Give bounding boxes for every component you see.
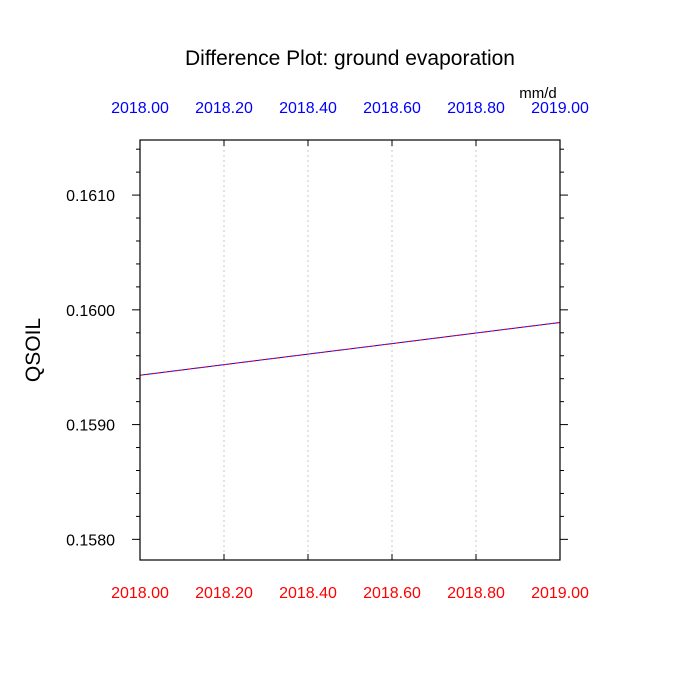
- y-tick-label: 0.1590: [66, 418, 115, 435]
- x-tick-label-top: 2018.20: [195, 100, 253, 117]
- x-tick-label-bottom: 2018.40: [279, 585, 337, 602]
- units-label: mm/d: [519, 85, 557, 102]
- x-tick-label-bottom: 2018.80: [447, 585, 505, 602]
- x-tick-label-top: 2019.00: [531, 100, 589, 117]
- plot-frame: [139, 139, 561, 561]
- y-tick-label: 0.1600: [66, 303, 115, 320]
- axes: 2018.00 2018.00 2018.20 2018.20 2018.40 2018.…: [66, 100, 589, 602]
- y-tick-label: 0.1580: [66, 532, 115, 549]
- x-grid-lines: [223, 140, 477, 560]
- y-axis-label: QSOIL: [22, 318, 45, 382]
- x-tick-label-bottom: 2019.00: [531, 585, 589, 602]
- x-tick-label-top: 2018.80: [447, 100, 505, 117]
- x-tick-label-bottom: 2018.00: [111, 585, 169, 602]
- x-tick-label-top: 2018.00: [111, 100, 169, 117]
- x-tick-label-bottom: 2018.20: [195, 585, 253, 602]
- x-tick-label-bottom: 2018.60: [363, 585, 421, 602]
- x-tick-label-top: 2018.60: [363, 100, 421, 117]
- y-tick-label: 0.1610: [66, 188, 115, 205]
- chart-title: Difference Plot: ground evaporation: [185, 47, 515, 70]
- series-line-2: [139, 321, 561, 376]
- series-lines: [139, 321, 561, 376]
- x-tick-label-top: 2018.40: [279, 100, 337, 117]
